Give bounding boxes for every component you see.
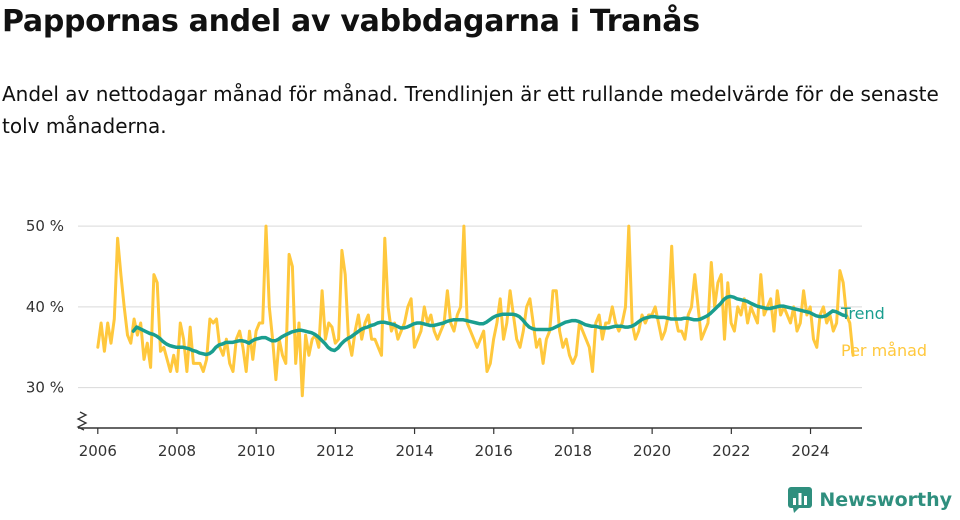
trend-label: Trend [840, 304, 885, 323]
x-tick-label: 2024 [791, 442, 829, 460]
y-tick-label: 40 % [26, 298, 64, 316]
x-tick-label: 2010 [237, 442, 275, 460]
brand-name: Newsworthy [819, 489, 952, 511]
x-tick-label: 2016 [475, 442, 513, 460]
monthly-label: Per månad [841, 341, 927, 360]
x-tick-label: 2018 [554, 442, 592, 460]
trend-line [131, 294, 848, 357]
series-lines [96, 224, 855, 398]
axis-break-icon [76, 411, 88, 431]
x-tick-label: 2008 [158, 442, 196, 460]
series-labels: Trend Per månad [840, 304, 927, 360]
x-tick-label: 2014 [395, 442, 433, 460]
x-tick-label: 2020 [633, 442, 671, 460]
gridlines [78, 225, 862, 389]
y-tick-label: 30 % [26, 379, 64, 397]
newsworthy-logo-icon [788, 487, 813, 513]
chart-subtitle: Andel av nettodagar månad för månad. Tre… [2, 82, 939, 138]
axes: 30 % 40 % 50 % 2006 2008 2010 2012 2014 2016 2018… [26, 217, 862, 460]
x-tick-label: 2006 [79, 442, 117, 460]
monthly-line [96, 224, 855, 398]
page-title: Pappornas andel av vabbdagarna i Tranås [2, 4, 700, 39]
x-tick-label: 2022 [712, 442, 750, 460]
y-tick-label: 50 % [26, 217, 64, 235]
x-tick-label: 2012 [316, 442, 354, 460]
brand-logo: Newsworthy [787, 486, 952, 514]
